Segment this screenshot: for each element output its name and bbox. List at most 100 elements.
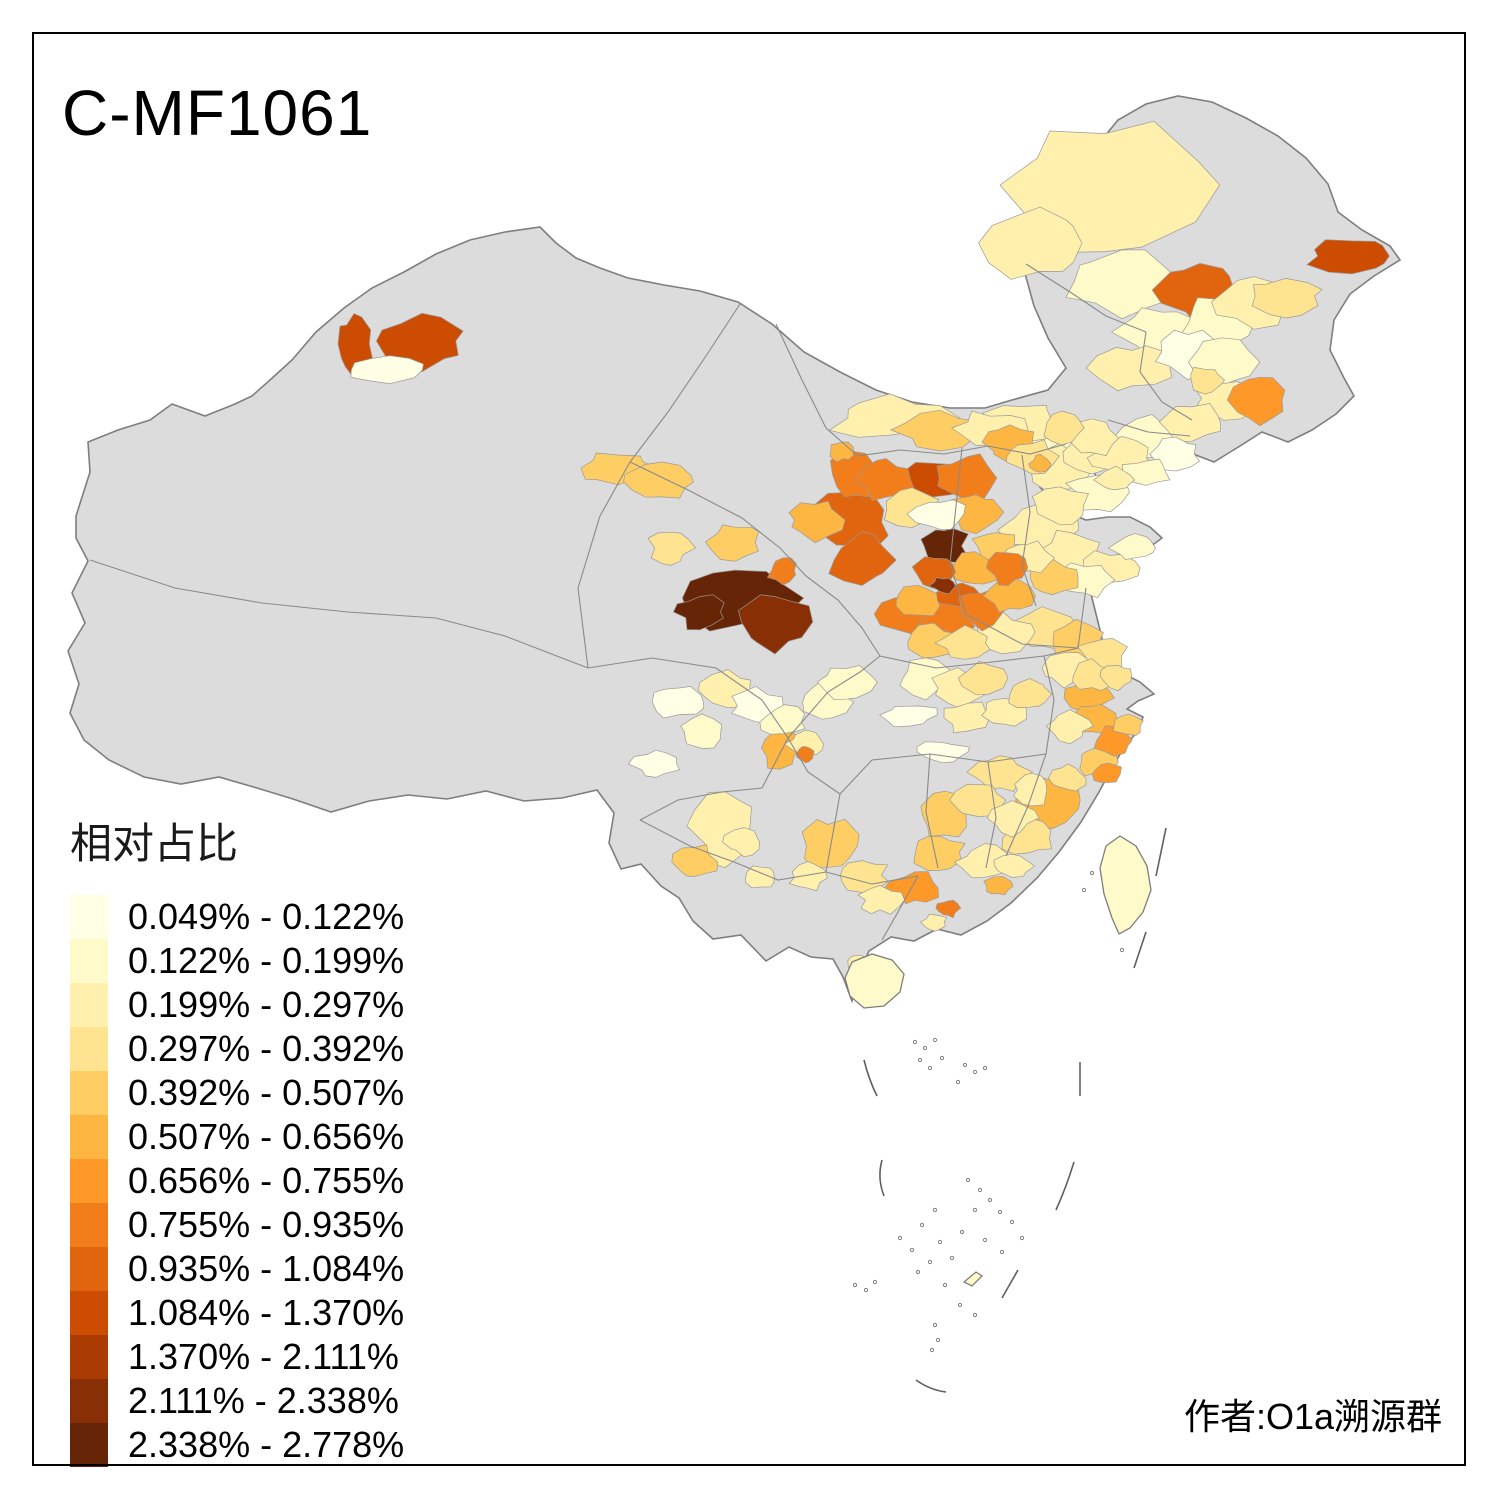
- map-region-patch: [993, 853, 1036, 878]
- legend-label: 0.935% - 1.084%: [128, 1248, 405, 1289]
- province-borders: [89, 263, 1193, 941]
- legend-swatch: [70, 1379, 108, 1423]
- map-region-patch: [672, 594, 725, 631]
- map-region-patch: [1008, 678, 1053, 708]
- map-region-patch: [350, 355, 424, 384]
- attribution-text: 作者:O1a溯源群: [1183, 1396, 1442, 1437]
- legend-swatch: [70, 1291, 108, 1335]
- legend-swatch: [70, 1335, 108, 1379]
- legend-swatch: [70, 1027, 108, 1071]
- map-region-patch: [680, 713, 723, 749]
- islet-dot: [1019, 1235, 1025, 1241]
- legend-row: 0.297% - 0.392%: [70, 1027, 404, 1071]
- map-region-patch: [1099, 665, 1132, 692]
- legend-row: 2.338% - 2.778%: [70, 1423, 404, 1467]
- legend-swatch: [70, 983, 108, 1027]
- map-region-patch: [986, 551, 1029, 586]
- legend-row: 1.370% - 2.111%: [70, 1335, 404, 1379]
- islet-dot: [932, 1037, 938, 1043]
- legend-label: 0.656% - 0.755%: [128, 1160, 405, 1201]
- map-region-patch: [1091, 762, 1122, 783]
- islet-dot: [872, 1279, 878, 1285]
- legend-swatch: [70, 1203, 108, 1247]
- map-region-patch: [722, 827, 760, 858]
- legend-row: 0.656% - 0.755%: [70, 1159, 404, 1203]
- islet-dot: [962, 1062, 968, 1068]
- map-region-patch: [704, 524, 760, 562]
- map-region-patch: [878, 705, 938, 728]
- map-region-patch: [1028, 453, 1052, 473]
- islet-dot: [1009, 1219, 1015, 1225]
- legend-swatch: [70, 1423, 108, 1467]
- map-region-patch: [934, 624, 991, 660]
- islet-dot: [917, 1057, 923, 1063]
- map-region-patch: [1065, 249, 1183, 320]
- map-region-patch: [935, 899, 962, 919]
- map-region-patch: [913, 835, 966, 871]
- map-region-patch: [1045, 709, 1094, 745]
- map-region-patch: [1251, 278, 1323, 319]
- legend-title: 相对占比: [70, 822, 239, 868]
- map-region-patch: [623, 461, 694, 499]
- map-region-patch: [788, 500, 846, 544]
- map-region-patch: [1043, 410, 1085, 446]
- map-region-patch: [816, 665, 878, 700]
- legend-rows: 0.049% - 0.122% 0.122% - 0.199% 0.199% - 0…: [70, 895, 404, 1467]
- map-region-patch: [1226, 376, 1286, 427]
- legend-swatch: [70, 1247, 108, 1291]
- islet-dot: [972, 1207, 978, 1213]
- map-region-patch: [1190, 366, 1226, 395]
- map-region-patch: [983, 875, 1014, 896]
- islet-dot: [937, 1239, 943, 1245]
- islet-dot: [922, 1045, 928, 1051]
- nine-dash-line: [863, 827, 1167, 1393]
- map-region-patch: [895, 584, 941, 617]
- map-region-patch: [647, 531, 697, 566]
- legend-row: 0.507% - 0.656%: [70, 1115, 404, 1159]
- legend-swatch: [70, 1071, 108, 1115]
- map-region-patch: [857, 885, 906, 915]
- map-region-patch: [1107, 533, 1156, 560]
- legend-row: 0.049% - 0.122%: [70, 895, 404, 939]
- islet-dot: [982, 1237, 988, 1243]
- map-region-patch: [627, 749, 680, 778]
- map-region-patch: [957, 660, 1009, 696]
- legend-row: 2.111% - 2.338%: [70, 1379, 404, 1423]
- map-region-patch: [1047, 763, 1087, 792]
- legend-swatch: [70, 895, 108, 939]
- map-region-patch: [1113, 713, 1144, 736]
- islet-dot: [959, 1229, 965, 1235]
- map-region-patch: [928, 577, 956, 595]
- map-region-patch: [1306, 239, 1390, 275]
- islet-dot: [852, 1282, 858, 1288]
- map-region-patch: [738, 594, 814, 655]
- islet-dot: [982, 1065, 988, 1071]
- islet-dot: [1081, 887, 1087, 893]
- islet-dot: [1089, 870, 1095, 876]
- map-region-patch: [1158, 403, 1221, 443]
- legend-label: 0.049% - 0.122%: [128, 896, 405, 937]
- islet-dot: [987, 1197, 993, 1203]
- map-region-patch: [1093, 465, 1136, 490]
- map-region-patch: [943, 701, 990, 734]
- map-region-patch: [1012, 772, 1048, 807]
- legend-label: 0.507% - 0.656%: [128, 1116, 405, 1157]
- small-islets: [852, 870, 1125, 1353]
- islet-dot: [932, 1207, 938, 1213]
- map-region-patch: [744, 865, 775, 889]
- legend-label: 0.122% - 0.199%: [128, 940, 405, 981]
- islet-dot: [929, 1347, 935, 1353]
- taiwan-island: [1099, 835, 1152, 935]
- map-region-patch: [978, 206, 1083, 280]
- legend-row: 0.935% - 1.084%: [70, 1247, 404, 1291]
- legend-label: 0.297% - 0.392%: [128, 1028, 405, 1069]
- map-region-patch: [652, 686, 705, 719]
- islet-dot: [942, 1282, 948, 1288]
- islet-dot: [932, 1322, 938, 1328]
- islet-dot: [997, 1209, 1003, 1215]
- islet-dot: [955, 1079, 961, 1085]
- legend: 相对占比 0.049% - 0.122% 0.122% - 0.199% 0.199…: [70, 810, 404, 1467]
- legend-label: 2.111% - 2.338%: [128, 1380, 399, 1421]
